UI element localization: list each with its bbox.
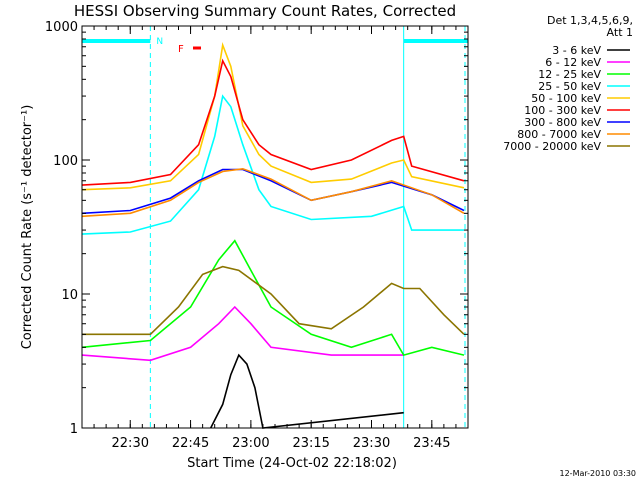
legend-header: Att 1 (607, 26, 633, 39)
series-line-100-300-kev (81, 58, 465, 186)
plot-area: NF (81, 26, 468, 429)
x-tick-label: 23:00 (232, 436, 269, 451)
x-tick-label: 23:15 (292, 436, 329, 451)
legend-entry-label: 50 - 100 keV (531, 92, 601, 105)
y-axis: 1 10 100 1000 (45, 20, 468, 437)
y-tick-label: 1 (70, 422, 78, 437)
legend-header: Det 1,3,4,5,6,9, (547, 14, 633, 27)
timestamp-stamp: 12-Mar-2010 03:30 (560, 469, 637, 478)
series-line-6-12-kev (81, 305, 404, 362)
night-flag-label: N (156, 37, 163, 47)
series-line-800-7000-kev (81, 167, 465, 218)
series-line-12-25-kev (81, 239, 465, 357)
legend-entry-label: 800 - 7000 keV (517, 128, 601, 141)
y-axis-label: Corrected Count Rate (s⁻¹ detector⁻¹) (20, 105, 35, 350)
legend-entry-label: 300 - 800 keV (524, 116, 601, 129)
series-line-25-50-kev (81, 94, 464, 235)
legend-entry-label: 6 - 12 keV (545, 56, 601, 69)
legend-entry-label: 3 - 6 keV (552, 44, 601, 57)
x-tick-label: 23:45 (413, 436, 450, 451)
y-tick-label: 100 (53, 154, 78, 169)
x-tick-label: 22:30 (112, 436, 149, 451)
x-axis: 22:30 22:45 23:00 23:15 23:30 23:45 (81, 26, 469, 451)
x-tick-label: 22:45 (172, 436, 209, 451)
x-tick-label: 23:30 (353, 436, 390, 451)
series-line-3-6-kev (209, 353, 404, 429)
legend-entry-label: 25 - 50 keV (538, 80, 601, 93)
legend-entry-label: 7000 - 20000 keV (503, 140, 601, 153)
series-line-50-100-kev (81, 42, 465, 191)
y-tick-label: 1000 (45, 20, 78, 35)
legend-entry-label: 100 - 300 keV (524, 104, 601, 117)
series-line-7000-20000-kev (82, 265, 465, 336)
y-tick-label: 10 (61, 288, 78, 303)
legend-entry-label: 12 - 25 keV (538, 68, 601, 81)
flare-flag-label: F (178, 44, 184, 55)
x-axis-label: Start Time (24-Oct-02 22:18:02) (187, 456, 397, 471)
chart-title: HESSI Observing Summary Count Rates, Cor… (74, 2, 456, 20)
series-line-300-800-kev (81, 168, 465, 215)
